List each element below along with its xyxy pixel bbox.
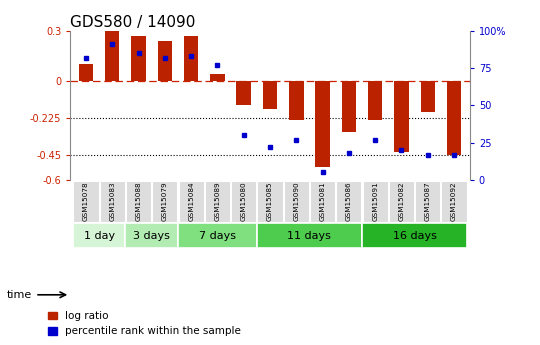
Bar <box>441 181 467 222</box>
Bar <box>257 224 362 248</box>
Bar <box>73 224 125 248</box>
Bar <box>125 224 178 248</box>
Text: GSM15090: GSM15090 <box>293 181 299 221</box>
Text: 11 days: 11 days <box>287 231 332 241</box>
Bar <box>105 31 119 81</box>
Bar <box>131 36 146 81</box>
Text: GSM15087: GSM15087 <box>425 181 431 221</box>
Bar <box>158 41 172 81</box>
Bar <box>258 181 282 222</box>
Text: 1 day: 1 day <box>84 231 114 241</box>
Bar <box>284 181 309 222</box>
Text: GSM15083: GSM15083 <box>109 181 115 221</box>
Text: 3 days: 3 days <box>133 231 170 241</box>
Text: GSM15081: GSM15081 <box>320 181 326 221</box>
Bar <box>421 81 435 112</box>
Text: GSM15092: GSM15092 <box>451 181 457 221</box>
Bar <box>336 181 361 222</box>
Bar <box>362 181 388 222</box>
Text: GSM15078: GSM15078 <box>83 181 89 221</box>
Bar <box>289 81 303 120</box>
Bar <box>179 181 204 222</box>
Text: GSM15088: GSM15088 <box>136 181 141 221</box>
Bar <box>415 181 440 222</box>
Bar <box>263 81 277 109</box>
Bar <box>362 224 467 248</box>
Bar <box>205 181 230 222</box>
Bar <box>210 74 225 81</box>
Bar <box>368 81 382 120</box>
Text: GSM15084: GSM15084 <box>188 181 194 221</box>
Bar <box>394 81 409 152</box>
Text: GSM15080: GSM15080 <box>241 181 247 221</box>
Bar <box>389 181 414 222</box>
Bar <box>79 64 93 81</box>
Bar <box>100 181 125 222</box>
Text: 7 days: 7 days <box>199 231 236 241</box>
Bar <box>342 81 356 132</box>
Text: GDS580 / 14090: GDS580 / 14090 <box>70 15 195 30</box>
Bar <box>310 181 335 222</box>
Text: GSM15085: GSM15085 <box>267 181 273 221</box>
Bar <box>73 181 99 222</box>
Bar <box>237 81 251 106</box>
Bar <box>178 224 257 248</box>
Bar <box>315 81 330 167</box>
Text: GSM15082: GSM15082 <box>399 181 404 221</box>
Bar <box>231 181 256 222</box>
Text: GSM15089: GSM15089 <box>214 181 220 221</box>
Bar <box>447 81 461 155</box>
Bar <box>126 181 151 222</box>
Text: GSM15079: GSM15079 <box>162 181 168 221</box>
Bar <box>184 36 198 81</box>
Legend: log ratio, percentile rank within the sample: log ratio, percentile rank within the sa… <box>49 311 241 336</box>
Text: time: time <box>7 290 32 300</box>
Text: 16 days: 16 days <box>393 231 436 241</box>
Text: GSM15091: GSM15091 <box>372 181 378 221</box>
Text: GSM15086: GSM15086 <box>346 181 352 221</box>
Bar <box>152 181 178 222</box>
